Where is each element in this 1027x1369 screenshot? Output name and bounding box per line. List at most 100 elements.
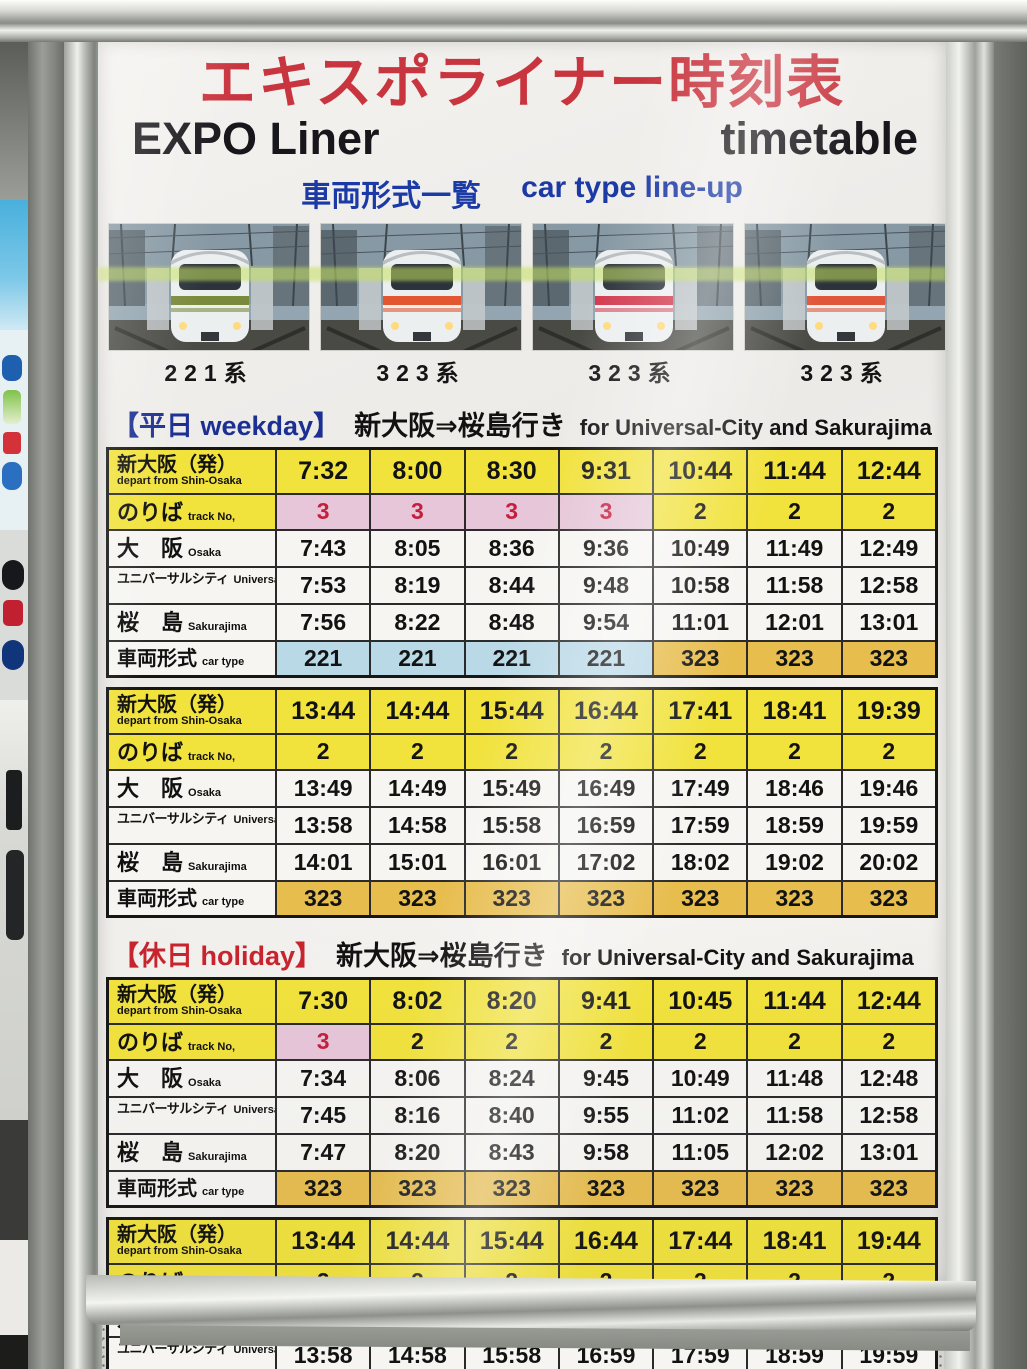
track-number-cell: 2 [746, 1024, 841, 1059]
row-label-en: Universal-City [233, 813, 275, 826]
weekday-destination-en: for Universal-City and Sakurajima [579, 414, 932, 440]
train-series-label: 221系 [164, 359, 254, 386]
time-cell: 13:44 [275, 689, 370, 733]
time-cell: 12:44 [840, 449, 935, 493]
time-cell: 11:01 [652, 604, 747, 640]
car-type-cell: 323 [840, 641, 935, 675]
time-cell: 13:49 [275, 770, 370, 806]
row-label-osaka: 大 阪 Osaka [109, 530, 275, 566]
time-cell: 14:44 [369, 1219, 464, 1263]
row-label-jp: 車両形式 [117, 647, 197, 670]
car-type-cell: 323 [652, 1171, 747, 1205]
vending-sky-graphic [0, 200, 30, 330]
timetable-row-depart: 新大阪（発） depart from Shin-Osaka 7:30 8:02 8:20… [109, 979, 935, 1023]
time-cell: 11:44 [746, 449, 841, 493]
row-label-sakurajima: 桜 島 Sakurajima [109, 604, 275, 640]
time-cell: 9:45 [557, 1060, 653, 1096]
track-number-cell: 3 [463, 494, 558, 529]
drink-bottle-blue [2, 355, 22, 381]
row-label-en: depart from Shin-Osaka [117, 715, 242, 728]
row-label-track: のりば track No, [109, 734, 275, 769]
car-type-cell: 323 [840, 881, 935, 915]
row-label-jp: ユニバーサルシティ [117, 570, 229, 586]
car-type-cell: 323 [652, 881, 747, 915]
timetable-weekday-morning: 新大阪（発） depart from Shin-Osaka 7:32 8:00 8:30… [106, 446, 938, 678]
vending-dark-base [0, 1120, 30, 1240]
time-cell: 7:30 [275, 979, 370, 1023]
time-cell: 11:02 [652, 1097, 747, 1133]
row-label-jp: のりば [117, 499, 184, 525]
row-label-jp: 大 阪 [117, 1065, 184, 1091]
row-label-jp: 新大阪（発） [117, 454, 237, 477]
time-cell: 11:44 [746, 979, 841, 1023]
row-label-jp: 桜 島 [117, 1139, 184, 1165]
time-cell: 16:49 [557, 770, 653, 806]
row-label-jp: 新大阪（発） [117, 1224, 237, 1247]
timetable-row-track: のりば track No, 3 2 2 2 2 2 2 [109, 1022, 935, 1059]
time-cell: 8:24 [463, 1060, 558, 1096]
white-card [0, 1240, 30, 1335]
row-label-osaka: 大 阪 Osaka [109, 1060, 275, 1096]
time-cell: 16:44 [557, 689, 653, 733]
time-cell: 20:02 [840, 844, 935, 880]
row-label-jp: 車両形式 [117, 1177, 197, 1200]
time-cell: 9:41 [557, 979, 653, 1023]
time-cell: 17:59 [652, 807, 747, 843]
vending-machine-edge [0, 0, 30, 1369]
time-cell: 18:02 [652, 844, 747, 880]
row-label-universal_city: ユニバーサルシティ Universal-City [109, 807, 275, 843]
time-cell: 15:44 [463, 689, 558, 733]
time-cell: 12:01 [746, 604, 841, 640]
timetable-row-depart: 新大阪（発） depart from Shin-Osaka 13:44 14:44 15… [109, 689, 935, 733]
car-type-cell: 221 [557, 641, 653, 675]
time-cell: 11:49 [746, 530, 841, 566]
train-photo-221: 221系 [108, 222, 310, 388]
time-cell: 8:20 [463, 979, 558, 1023]
time-cell: 10:44 [652, 449, 747, 493]
car-type-cell: 323 [746, 1171, 841, 1205]
drink-label-red-2 [3, 600, 23, 626]
machine-foot [0, 1335, 30, 1369]
timetable-row-sakurajima: 桜 島 Sakurajima 14:01 15:01 16:01 17:02 18:02 19… [109, 842, 935, 880]
time-cell: 14:58 [369, 807, 464, 843]
train-photo-323-c: 323系 [744, 222, 946, 388]
row-label-jp: 桜 島 [117, 609, 184, 635]
train-photo-image [532, 222, 734, 351]
row-label-en: car type [202, 895, 245, 908]
time-cell: 15:49 [463, 770, 558, 806]
car-type-lineup-heading: 車両形式一覧 car type line-up [98, 171, 946, 215]
car-type-cell: 323 [369, 881, 464, 915]
time-cell: 16:59 [557, 807, 653, 843]
holiday-section-header: 【休日 holiday】 新大阪⇒桜島行き for Universal-City… [98, 934, 946, 973]
time-cell: 8:06 [369, 1060, 464, 1096]
track-number-cell: 2 [463, 1024, 558, 1059]
row-label-jp: 大 阪 [117, 775, 184, 801]
row-label-en: track No, [188, 750, 236, 763]
car-type-cell: 323 [557, 1171, 653, 1205]
time-cell: 18:46 [746, 770, 841, 806]
row-label-car_type: 車両形式 car type [109, 1171, 275, 1205]
row-label-en: depart from Shin-Osaka [117, 1005, 242, 1018]
poster-title-english: EXPO Liner timetable [98, 116, 946, 161]
drink-label-red [3, 432, 21, 454]
time-cell: 9:48 [557, 567, 653, 603]
time-cell: 8:00 [369, 449, 464, 493]
row-label-jp: 桜 島 [117, 849, 184, 875]
row-label-en: car type [202, 1185, 245, 1198]
time-cell: 9:54 [557, 604, 653, 640]
time-cell: 13:58 [275, 807, 370, 843]
train-photo-323-b: 323系 [532, 222, 734, 388]
car-type-cell: 323 [557, 881, 653, 915]
car-type-cell: 323 [463, 1171, 558, 1205]
time-cell: 7:47 [275, 1134, 370, 1170]
time-cell: 9:36 [557, 530, 653, 566]
row-label-track: のりば track No, [109, 494, 275, 529]
time-cell: 12:48 [840, 1060, 935, 1096]
time-cell: 18:41 [746, 689, 841, 733]
track-number-cell: 2 [463, 734, 558, 769]
row-label-car_type: 車両形式 car type [109, 881, 275, 915]
time-cell: 8:19 [369, 567, 464, 603]
weekday-section-header: 【平日 weekday】 新大阪⇒桜島行き for Universal-City… [98, 404, 946, 443]
track-number-cell: 2 [652, 494, 747, 529]
time-cell: 13:44 [275, 1219, 370, 1263]
